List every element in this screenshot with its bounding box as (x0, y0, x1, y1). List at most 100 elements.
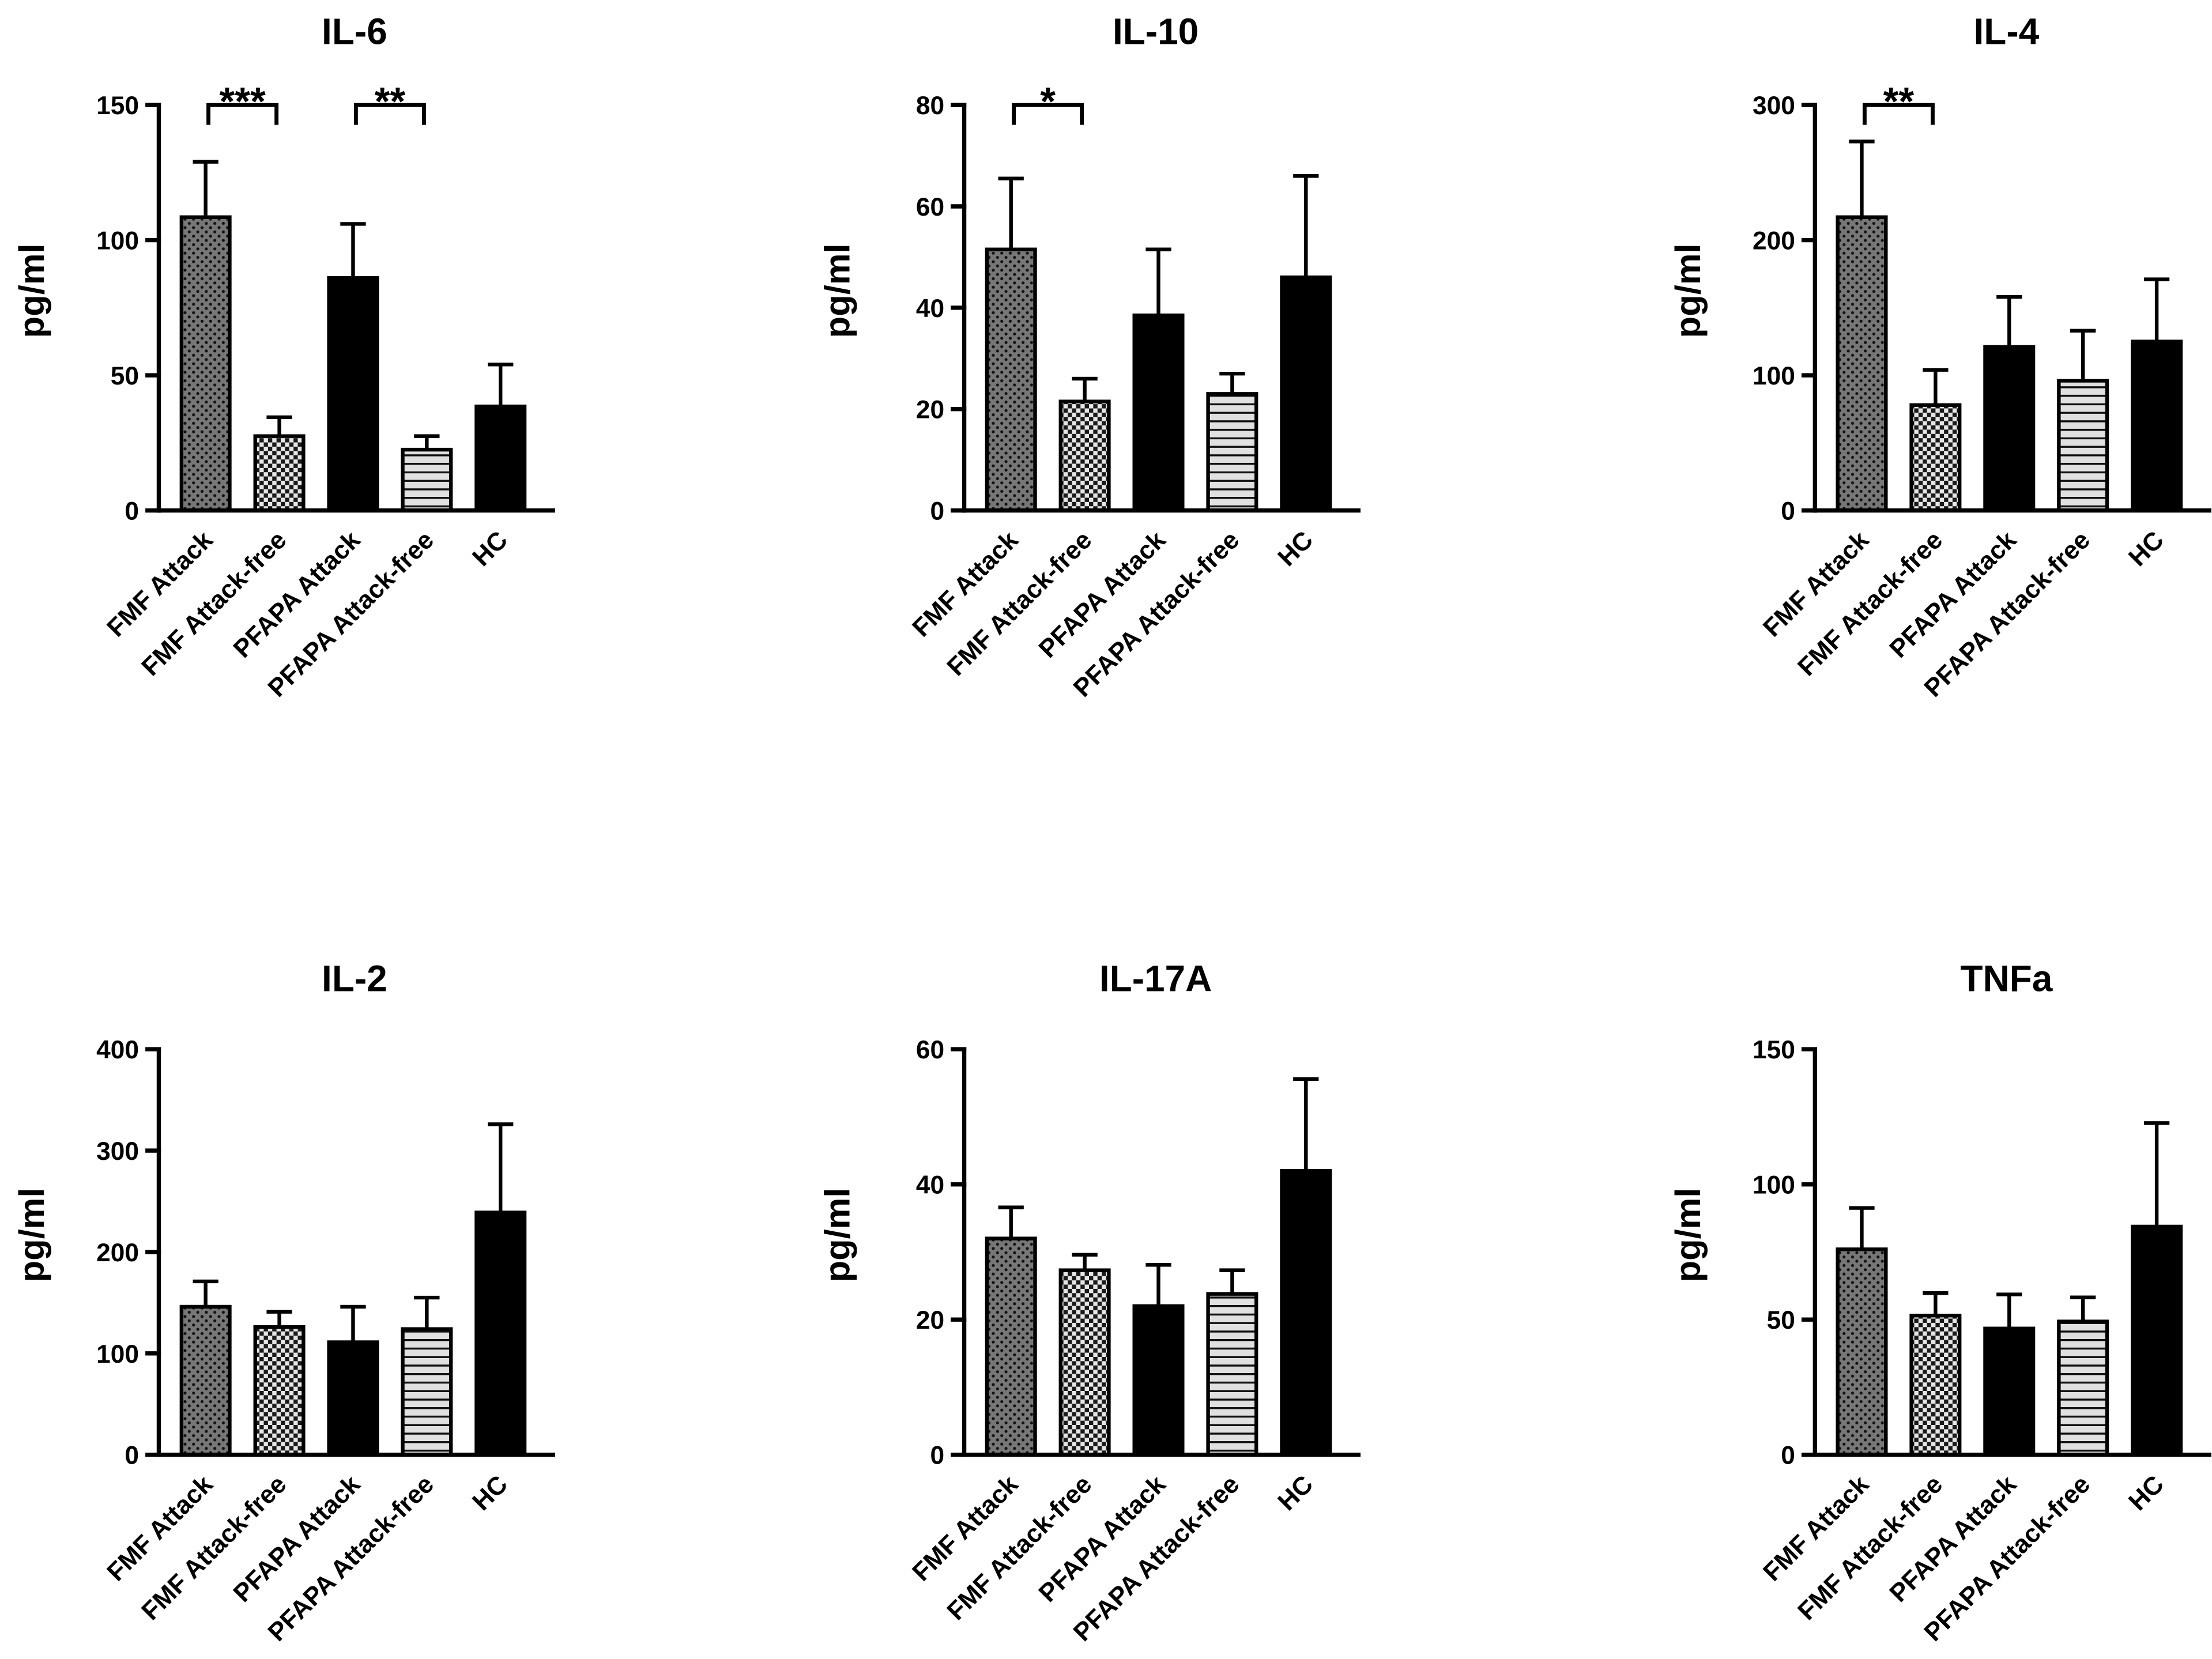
bar-fmf-attack-free (253, 1325, 306, 1457)
error-bar-hc (2143, 1121, 2170, 1227)
error-bar-hc (488, 363, 514, 407)
y-axis-label: pg/ml (12, 243, 52, 338)
error-bar-fmf-attack-free (1923, 368, 1949, 405)
significance-bracket (1012, 103, 1084, 125)
error-bar-pfapa-attack (1996, 295, 2022, 347)
bar-fmf-attack (1836, 215, 1888, 512)
bar-pfapa-attack-free (401, 447, 453, 512)
bar-hc (2131, 340, 2183, 512)
error-bar-hc (2143, 277, 2170, 342)
y-tick-label: 80 (916, 92, 944, 120)
error-bar-fmf-attack (1849, 139, 1875, 217)
bar-fmf-attack-free (253, 434, 306, 512)
y-tick-label: 0 (125, 497, 139, 526)
error-bar-hc (488, 1122, 514, 1213)
bar-fmf-attack-free (1909, 403, 1962, 512)
bar-pfapa-attack (1132, 1304, 1185, 1457)
x-tick-label: PFAPA Attack (1034, 526, 1171, 663)
y-tick-label: 100 (1753, 362, 1795, 390)
bar-pfapa-attack-free (2057, 379, 2109, 512)
bar-fmf-attack (985, 1236, 1037, 1457)
error-bar-pfapa-attack (1145, 1263, 1171, 1306)
bar-pfapa-attack (327, 1340, 379, 1457)
error-bar-hc (1293, 174, 1319, 278)
error-bar-fmf-attack-free (1923, 1291, 1949, 1316)
y-axis-label: pg/ml (817, 243, 857, 338)
error-bar-fmf-attack (998, 1205, 1024, 1239)
bar-hc (474, 404, 527, 512)
bar-fmf-attack-free (1058, 399, 1111, 512)
chart-title: IL-17A (1099, 957, 1212, 999)
y-tick-label: 300 (1753, 92, 1795, 120)
bar-fmf-attack-free (1058, 1268, 1111, 1457)
x-tick-label: PFAPA Attack (1034, 1470, 1171, 1608)
error-bar-pfapa-attack (340, 222, 366, 278)
error-bar-pfapa-attack-free (414, 434, 440, 450)
bar-pfapa-attack (1983, 1326, 2036, 1457)
y-tick-label: 0 (125, 1442, 139, 1470)
error-bar-fmf-attack (193, 1279, 218, 1307)
bar-pfapa-attack-free (1206, 392, 1258, 512)
bar-pfapa-attack (1983, 345, 2036, 512)
significance-label: * (1040, 79, 1056, 123)
significance-bracket (1862, 103, 1935, 125)
y-tick-label: 60 (916, 1036, 944, 1064)
bar-pfapa-attack-free (2057, 1319, 2109, 1457)
y-axis-label: pg/ml (1668, 243, 1708, 338)
error-bar-pfapa-attack-free (2070, 1295, 2096, 1322)
y-tick-label: 100 (96, 1340, 139, 1368)
significance-bracket (353, 103, 426, 125)
error-bar-pfapa-attack-free (414, 1295, 440, 1329)
y-tick-label: 150 (96, 92, 139, 120)
error-bar-fmf-attack-free (266, 415, 292, 436)
bar-hc (1280, 275, 1332, 512)
error-bar-pfapa-attack (1145, 247, 1171, 316)
x-tick-label: PFAPA Attack (228, 1470, 366, 1608)
error-bar-fmf-attack (998, 176, 1024, 250)
error-bar-pfapa-attack-free (1219, 1268, 1245, 1294)
chart-title: IL-4 (1974, 10, 2040, 52)
bar-fmf-attack (179, 215, 232, 512)
y-tick-label: 300 (96, 1137, 139, 1166)
y-tick-label: 20 (916, 1306, 944, 1334)
chart-title: IL-2 (322, 957, 387, 999)
bar-hc (474, 1211, 527, 1457)
bar-pfapa-attack-free (401, 1327, 453, 1457)
y-tick-label: 40 (916, 1171, 944, 1200)
x-tick-label: HC (467, 1470, 513, 1516)
y-tick-label: 40 (916, 295, 944, 323)
y-tick-label: 0 (1781, 1442, 1795, 1470)
bar-hc (1280, 1169, 1332, 1457)
y-tick-label: 200 (1753, 227, 1795, 255)
chart-title: IL-10 (1113, 10, 1199, 52)
x-tick-label: PFAPA Attack (1884, 526, 2022, 663)
error-bar-fmf-attack-free (266, 1310, 292, 1328)
y-tick-label: 150 (1753, 1036, 1795, 1064)
chart-title: IL-6 (322, 10, 387, 52)
y-tick-label: 100 (96, 227, 139, 255)
y-axis-label: pg/ml (12, 1187, 52, 1282)
chart-title: TNFa (1960, 957, 2052, 999)
y-tick-label: 0 (930, 497, 944, 526)
error-bar-fmf-attack (193, 160, 218, 217)
x-tick-label: PFAPA Attack (228, 526, 366, 663)
y-tick-label: 0 (1781, 497, 1795, 526)
significance-label: ** (375, 79, 406, 123)
bar-fmf-attack (1836, 1247, 1888, 1457)
y-tick-label: 0 (930, 1442, 944, 1470)
error-bar-fmf-attack (1849, 1206, 1875, 1250)
y-tick-label: 50 (1767, 1306, 1795, 1334)
bar-hc (2131, 1224, 2183, 1457)
error-bar-pfapa-attack-free (2070, 329, 2096, 381)
x-tick-label: HC (2123, 1470, 2169, 1516)
y-tick-label: 50 (111, 362, 139, 390)
x-tick-label: HC (467, 526, 513, 572)
